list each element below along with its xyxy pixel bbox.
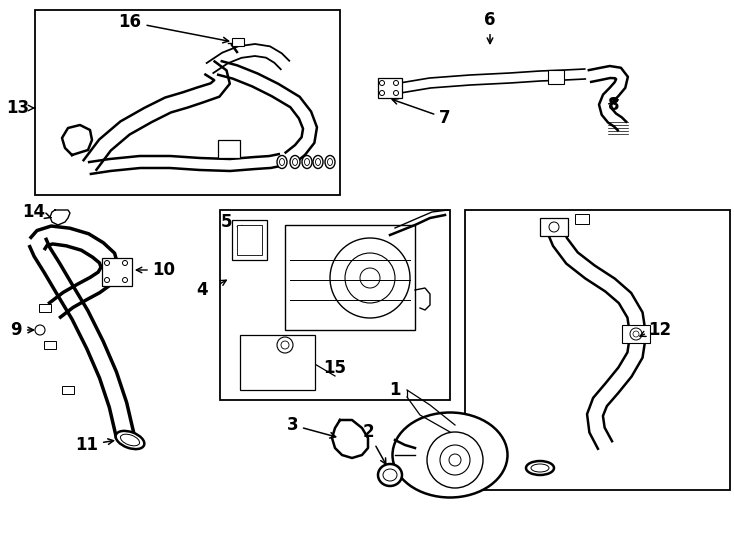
Text: 4: 4 bbox=[197, 281, 208, 299]
Bar bbox=[540, 218, 568, 236]
Bar bbox=[240, 335, 315, 390]
Text: 14: 14 bbox=[22, 203, 51, 221]
Bar bbox=[62, 386, 74, 394]
Text: 12: 12 bbox=[648, 321, 671, 339]
Text: 3: 3 bbox=[286, 416, 335, 438]
Bar bbox=[220, 210, 450, 400]
Text: 8: 8 bbox=[608, 96, 619, 114]
Ellipse shape bbox=[305, 159, 310, 165]
Bar bbox=[218, 140, 240, 158]
Text: 5: 5 bbox=[220, 213, 246, 231]
Ellipse shape bbox=[293, 159, 297, 165]
Ellipse shape bbox=[327, 159, 333, 165]
Bar bbox=[285, 225, 415, 330]
Text: 9: 9 bbox=[10, 321, 34, 339]
Bar bbox=[44, 341, 56, 349]
Bar bbox=[39, 304, 51, 312]
Text: 6: 6 bbox=[484, 11, 495, 44]
Ellipse shape bbox=[313, 156, 323, 168]
Text: 1: 1 bbox=[389, 381, 401, 399]
Ellipse shape bbox=[325, 156, 335, 168]
Text: 15: 15 bbox=[324, 359, 346, 377]
Bar bbox=[622, 325, 650, 343]
Bar bbox=[232, 38, 244, 46]
Polygon shape bbox=[62, 125, 92, 155]
Polygon shape bbox=[50, 210, 70, 225]
Ellipse shape bbox=[383, 469, 397, 481]
Ellipse shape bbox=[277, 156, 287, 168]
Ellipse shape bbox=[280, 159, 285, 165]
Bar bbox=[465, 210, 730, 490]
Text: 7: 7 bbox=[392, 99, 451, 127]
Bar bbox=[35, 10, 340, 195]
Text: 13: 13 bbox=[7, 99, 29, 117]
Ellipse shape bbox=[120, 434, 139, 446]
Bar bbox=[548, 70, 564, 84]
Bar bbox=[102, 258, 132, 286]
Ellipse shape bbox=[378, 464, 402, 486]
Bar bbox=[378, 78, 402, 98]
Ellipse shape bbox=[302, 156, 312, 168]
Bar bbox=[232, 220, 267, 260]
Ellipse shape bbox=[531, 464, 549, 472]
Polygon shape bbox=[332, 420, 368, 458]
Text: 2: 2 bbox=[362, 423, 386, 464]
Ellipse shape bbox=[393, 413, 507, 497]
Text: 10: 10 bbox=[152, 261, 175, 279]
Ellipse shape bbox=[290, 156, 300, 168]
Bar bbox=[237, 225, 262, 255]
Text: 11: 11 bbox=[75, 436, 114, 454]
Ellipse shape bbox=[116, 431, 145, 449]
Ellipse shape bbox=[526, 461, 554, 475]
Text: 16: 16 bbox=[118, 13, 228, 43]
Ellipse shape bbox=[316, 159, 321, 165]
Bar bbox=[575, 214, 589, 224]
